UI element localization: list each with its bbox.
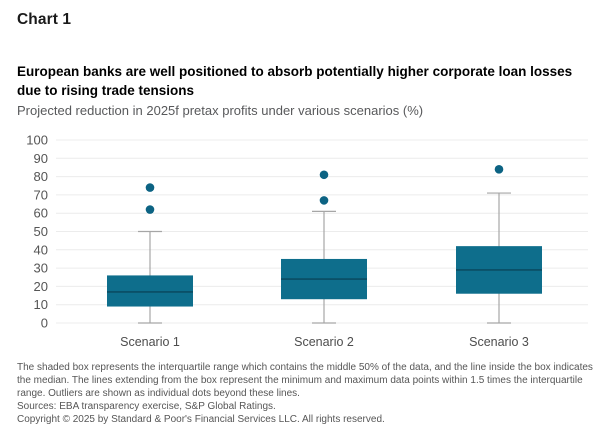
chart-title: European banks are well positioned to ab… (17, 64, 573, 98)
x-axis-label: Scenario 1 (120, 335, 180, 349)
y-axis-tick-label: 70 (34, 187, 48, 202)
outlier-dot (494, 164, 504, 174)
chart-subtitle: Projected reduction in 2025f pretax prof… (17, 103, 424, 118)
boxplot-chart: 0 10 20 30 40 50 60 70 80 90 100 Scenario 1 Scenario… (0, 133, 614, 363)
iqr-box (107, 275, 193, 307)
methodology-note: The shaded box represents the interquart… (17, 362, 593, 399)
outlier-dot (319, 170, 329, 180)
box-scenario-1: Scenario 1 (107, 183, 193, 349)
y-axis-tick-label: 20 (34, 279, 48, 294)
y-axis-tick-label: 60 (34, 206, 48, 221)
y-axis-tick-label: 90 (34, 151, 48, 166)
y-axis-tick-label: 40 (34, 242, 48, 257)
box-scenario-2: Scenario 2 (281, 170, 367, 349)
footnotes: The shaded box represents the interquart… (17, 361, 603, 426)
boxplot-svg: 0 10 20 30 40 50 60 70 80 90 100 Scenario 1 Scenario… (26, 133, 588, 349)
x-axis-label: Scenario 3 (469, 335, 529, 349)
outlier-dot (145, 183, 155, 192)
box-scenario-3: Scenario 3 (456, 164, 542, 349)
outlier-dot (145, 205, 155, 214)
y-axis-tick-label: 30 (34, 261, 48, 276)
chart-number-label: Chart 1 (17, 11, 72, 28)
outlier-dot (319, 196, 329, 205)
y-axis-tick-label: 80 (34, 169, 48, 184)
x-axis-label: Scenario 2 (294, 335, 354, 349)
copyright-line: Copyright © 2025 by Standard & Poor's Fi… (17, 414, 385, 425)
y-axis-tick-label: 100 (26, 133, 48, 148)
y-axis-tick-label: 50 (34, 224, 48, 239)
y-axis-tick-label: 0 (41, 316, 48, 331)
y-axis-tick-label: 10 (34, 297, 48, 312)
sources-line: Sources: EBA transparency exercise, S&P … (17, 401, 276, 412)
